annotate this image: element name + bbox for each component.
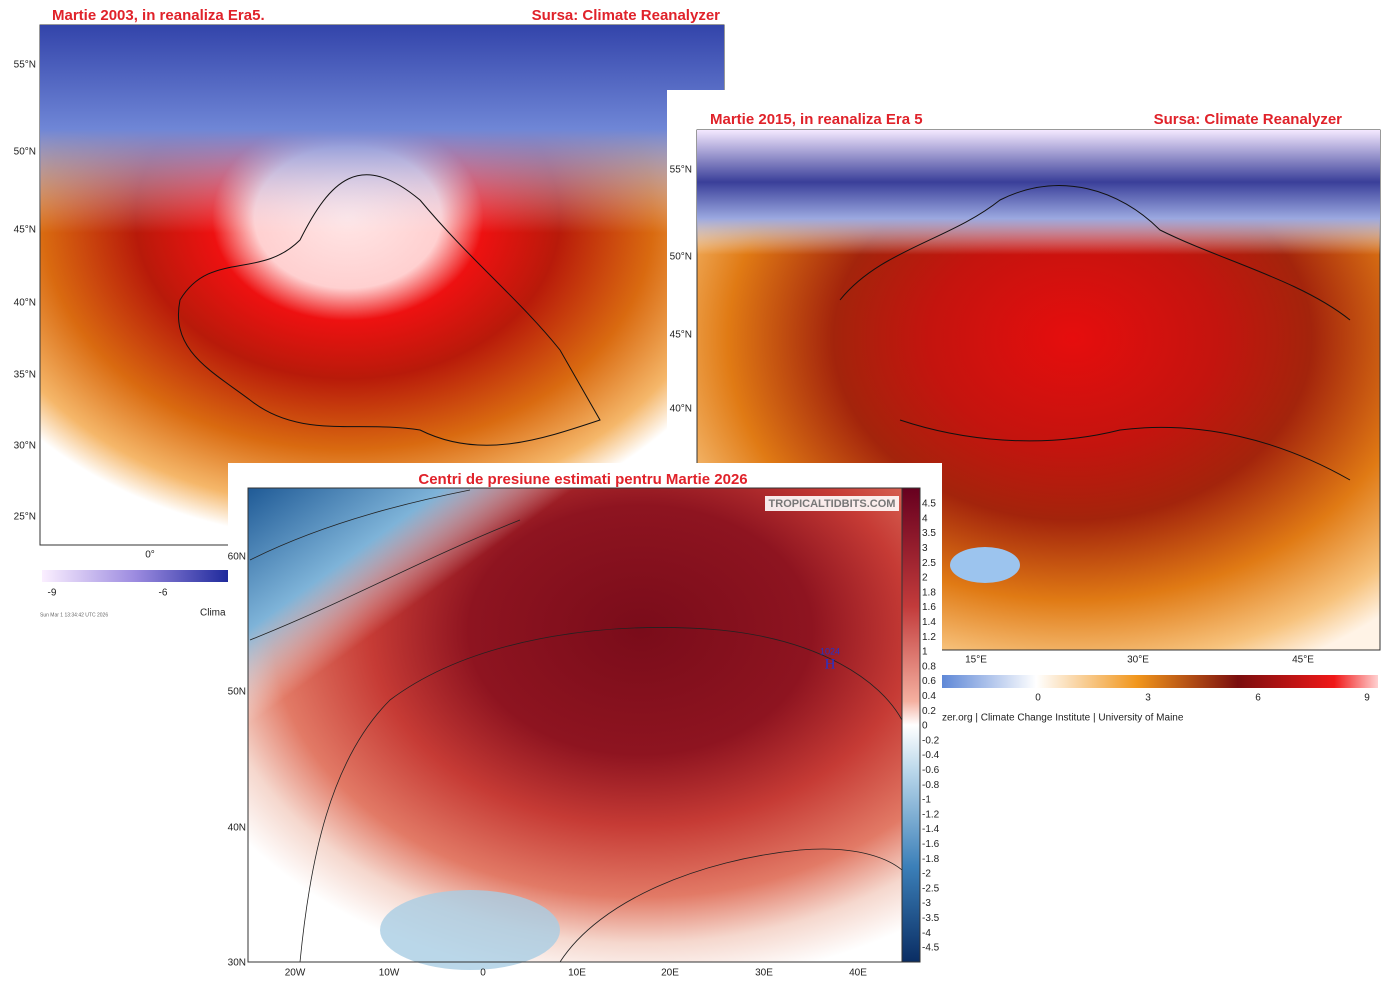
- lat-label: 35°N: [14, 370, 36, 381]
- colorbar-label: 0.8: [922, 661, 936, 672]
- colorbar-label: -1.4: [922, 824, 940, 835]
- colorbar-label: 3.5: [922, 528, 936, 539]
- colorbar-label: 2: [922, 573, 928, 584]
- lat-label: 55°N: [670, 165, 692, 176]
- colorbar-label: 4: [922, 513, 928, 524]
- lon-label: 10E: [568, 968, 586, 979]
- colorbar-label: 2.5: [922, 558, 936, 569]
- colorbar-label: -2.5: [922, 883, 940, 894]
- lat-label: 30°N: [14, 441, 36, 452]
- colorbar-label: 0.6: [922, 676, 936, 687]
- colorbar-label: 0: [1035, 693, 1041, 704]
- panel-2003: Martie 2003, in reanaliza Era5. Sursa: C…: [39, 7, 725, 619]
- lat-label: 40°N: [14, 298, 36, 309]
- colorbar-label: 0.4: [922, 691, 936, 702]
- colorbar-label: -1.8: [922, 854, 940, 865]
- lat-label: 55°N: [14, 60, 36, 71]
- lat-label: 25°N: [14, 512, 36, 523]
- colorbar-label: 6: [1255, 693, 1261, 704]
- high-letter: H: [825, 656, 836, 672]
- isobars: [249, 489, 903, 963]
- timestamp: Sun Mar 1 13:34:42 UTC 2026: [40, 612, 108, 618]
- lon-label: 10W: [379, 968, 400, 979]
- colorbar-label: -9: [48, 588, 57, 599]
- colorbar: [940, 675, 1378, 688]
- lat-label: 40N: [228, 823, 246, 834]
- colorbar-label: 0: [922, 721, 928, 732]
- colorbar-label: 1: [922, 647, 928, 658]
- colorbar-label: -1.6: [922, 839, 940, 850]
- lon-label: 15°E: [965, 655, 987, 666]
- lon-label: 0°: [145, 550, 155, 561]
- colorbar-label: 0.2: [922, 706, 936, 717]
- colorbar-label: -0.6: [922, 765, 940, 776]
- coastline: [839, 185, 1351, 481]
- lat-label: 30N: [228, 958, 246, 969]
- lon-label: 30°E: [1127, 655, 1149, 666]
- coastline: [178, 174, 601, 446]
- colorbar-label: -3: [922, 898, 931, 909]
- colorbar-label: -1.2: [922, 809, 940, 820]
- lat-label: 40°N: [670, 404, 692, 415]
- lat-label: 45°N: [670, 330, 692, 341]
- colorbar-label: 1.4: [922, 617, 936, 628]
- lon-label: 20W: [285, 968, 306, 979]
- lat-label: 60N: [228, 552, 246, 563]
- lon-label: 20E: [661, 968, 679, 979]
- cold-spot: [950, 547, 1020, 583]
- colorbar-label: 3: [1145, 693, 1151, 704]
- watermark: TROPICALTIDBITS.COM: [769, 498, 896, 510]
- lon-label: 40E: [849, 968, 867, 979]
- panel-2026: TROPICALTIDBITS.COM Centri de presiune e…: [228, 463, 942, 970]
- heatmap-cold: [248, 488, 902, 962]
- colorbar-label: 1.8: [922, 587, 936, 598]
- colorbar-label: -0.4: [922, 750, 940, 761]
- panel-source: Sursa: Climate Reanalyzer: [1154, 111, 1343, 128]
- panel-title: Centri de presiune estimati pentru Marti…: [418, 471, 747, 488]
- panel-title: Martie 2015, in reanaliza Era 5: [710, 111, 923, 128]
- colorbar: [42, 570, 228, 582]
- watermark-bg: [765, 496, 899, 511]
- colorbar-label: -3.5: [922, 913, 940, 924]
- colorbar: [901, 487, 921, 963]
- lat-label: 50°N: [14, 147, 36, 158]
- cold-spot: [380, 890, 560, 970]
- lat-label: 50N: [228, 687, 246, 698]
- colorbar-label: 1.2: [922, 632, 936, 643]
- lon-label: 30E: [755, 968, 773, 979]
- footer: Clima: [200, 608, 226, 619]
- lon-label: 0: [480, 968, 486, 979]
- colorbar-label: -4: [922, 928, 931, 939]
- lon-label: 45°E: [1292, 655, 1314, 666]
- colorbar-label: -0.8: [922, 780, 940, 791]
- colorbar-label: -1: [922, 795, 931, 806]
- heatmap-cold: [40, 25, 724, 545]
- panel-source: Sursa: Climate Reanalyzer: [532, 7, 721, 24]
- colorbar-label: -4.5: [922, 943, 940, 954]
- footer: zer.org | Climate Change Institute | Uni…: [942, 713, 1184, 724]
- high-value: 1024: [820, 646, 840, 656]
- panel-title: Martie 2003, in reanaliza Era5.: [52, 7, 265, 24]
- colorbar-label: 4.5: [922, 499, 936, 510]
- colorbar-label: 1.6: [922, 602, 936, 613]
- colorbar-label: -0.2: [922, 735, 940, 746]
- colorbar-label: -2: [922, 869, 931, 880]
- lat-label: 50°N: [670, 252, 692, 263]
- lat-label: 45°N: [14, 225, 36, 236]
- colorbar-label: -6: [159, 588, 168, 599]
- colorbar-label: 9: [1364, 693, 1370, 704]
- colorbar-label: 3: [922, 543, 928, 554]
